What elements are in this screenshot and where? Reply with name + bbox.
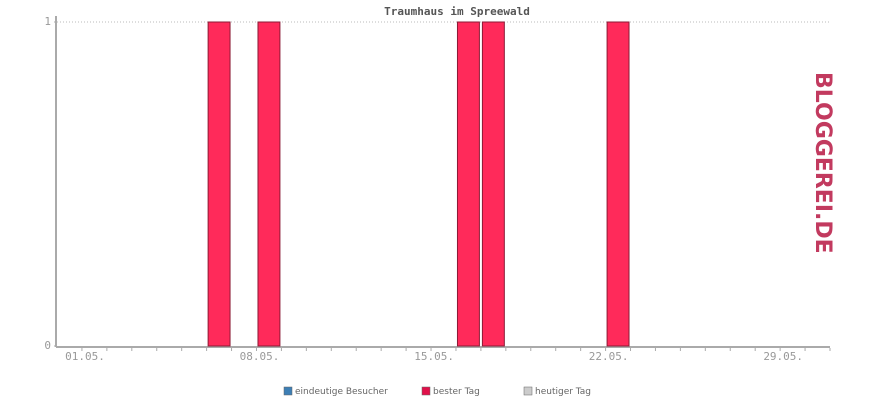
logo: BLOGGEREI.DE	[810, 72, 835, 254]
legend-label: eindeutige Besucher	[295, 387, 388, 397]
legend-swatch	[283, 386, 293, 396]
bar	[606, 21, 630, 347]
chart-title: Traumhaus im Spreewald	[384, 5, 530, 18]
legend-swatch	[523, 386, 533, 396]
legend-swatch	[421, 386, 431, 396]
x-tick-label: 08.05.	[240, 350, 280, 363]
legend-label: bester Tag	[433, 387, 480, 397]
x-tick-label: 01.05.	[65, 350, 105, 363]
bar	[207, 21, 231, 347]
bar	[456, 21, 480, 347]
bar	[481, 21, 505, 347]
x-tick-label: 15.05.	[414, 350, 454, 363]
y-tick-label: 1	[44, 15, 51, 28]
x-tick-label: 29.05.	[763, 350, 803, 363]
y-tick-label: 0	[44, 339, 51, 352]
legend-label: heutiger Tag	[535, 387, 591, 397]
bar	[257, 21, 281, 347]
x-tick-label: 22.05.	[589, 350, 629, 363]
